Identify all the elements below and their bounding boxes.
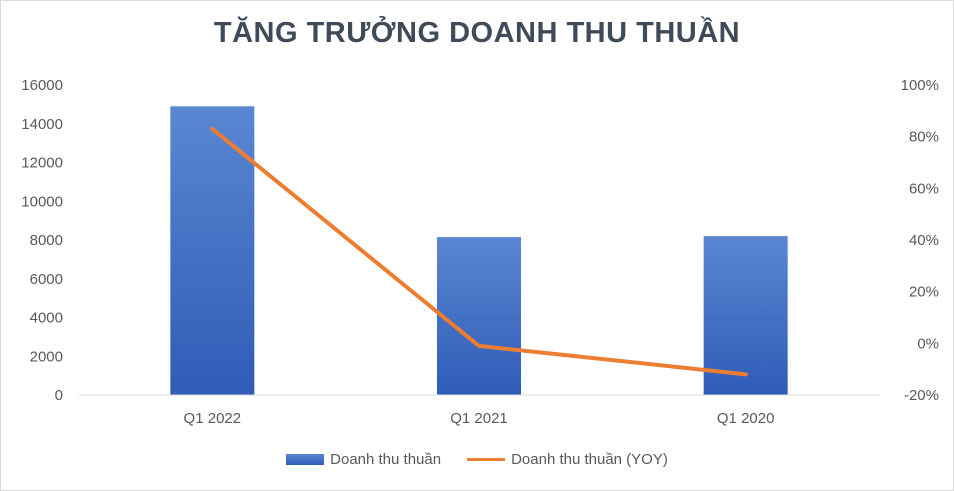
- left-axis-tick-4: 8000: [30, 232, 63, 249]
- left-axis-tick-8: 16000: [21, 77, 63, 94]
- left-axis-tick-7: 14000: [21, 116, 63, 133]
- right-axis-tick-3: 40%: [909, 232, 939, 249]
- bar-q1-2021: [437, 237, 521, 395]
- legend: Doanh thu thuần Doanh thu thuần (YOY): [1, 451, 953, 468]
- right-axis-tick-0: -20%: [904, 387, 939, 404]
- chart-title: TĂNG TRƯỞNG DOANH THU THUẦN: [213, 17, 741, 49]
- legend-item-yoy: Doanh thu thuần (YOY): [467, 451, 668, 468]
- legend-item-revenue: Doanh thu thuần: [286, 451, 441, 468]
- yoy-point-0: [210, 126, 215, 131]
- legend-label-revenue: Doanh thu thuần: [330, 451, 442, 468]
- x-axis-label-2: Q1 2020: [717, 410, 775, 427]
- legend-label-yoy: Doanh thu thuần (YOY): [511, 451, 668, 468]
- yoy-point-2: [743, 372, 748, 377]
- legend-line-swatch: [467, 458, 506, 461]
- left-axis-tick-5: 10000: [21, 193, 63, 210]
- yoy-point-1: [477, 343, 481, 348]
- left-axis-tick-1: 2000: [30, 348, 63, 365]
- right-axis-tick-6: 100%: [901, 77, 939, 94]
- x-axis-label-0: Q1 2022: [184, 410, 242, 427]
- right-axis-tick-1: 0%: [917, 335, 939, 352]
- left-axis-tick-6: 12000: [21, 155, 63, 172]
- left-axis-tick-0: 0: [55, 387, 63, 404]
- legend-bar-swatch: [286, 454, 325, 465]
- right-axis-tick-4: 60%: [909, 180, 939, 197]
- x-axis-label-1: Q1 2021: [450, 410, 508, 427]
- left-axis-tick-2: 4000: [30, 310, 63, 327]
- bar-q1-2022: [170, 106, 255, 395]
- right-axis-tick-2: 20%: [909, 284, 939, 301]
- right-axis-tick-5: 80%: [909, 129, 939, 146]
- left-axis-tick-3: 6000: [30, 271, 63, 288]
- bar-q1-2020: [703, 236, 788, 395]
